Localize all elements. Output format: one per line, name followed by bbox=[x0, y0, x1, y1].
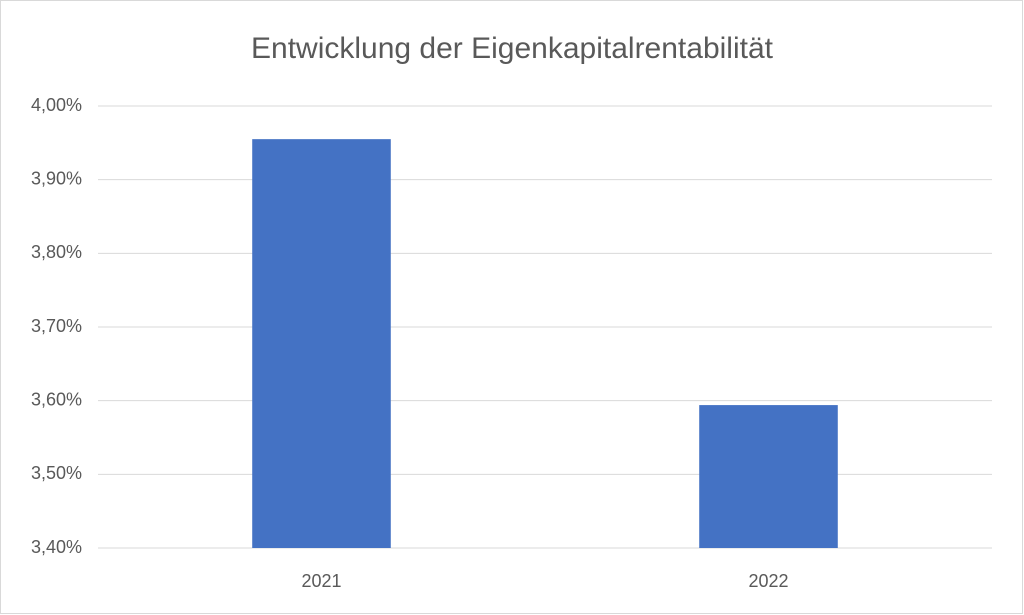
chart-title: Entwicklung der Eigenkapitalrentabilität bbox=[251, 32, 774, 65]
bar bbox=[252, 139, 391, 548]
y-tick-label: 4,00% bbox=[31, 95, 82, 115]
y-tick-label: 3,40% bbox=[31, 537, 82, 557]
y-tick-label: 3,60% bbox=[31, 389, 82, 409]
y-tick-label: 3,80% bbox=[31, 242, 82, 262]
y-tick-label: 3,50% bbox=[31, 463, 82, 483]
x-tick-label: 2021 bbox=[301, 571, 341, 591]
y-tick-label: 3,90% bbox=[31, 168, 82, 188]
x-tick-label: 2022 bbox=[748, 571, 788, 591]
y-tick-label: 3,70% bbox=[31, 316, 82, 336]
bar bbox=[699, 405, 838, 548]
